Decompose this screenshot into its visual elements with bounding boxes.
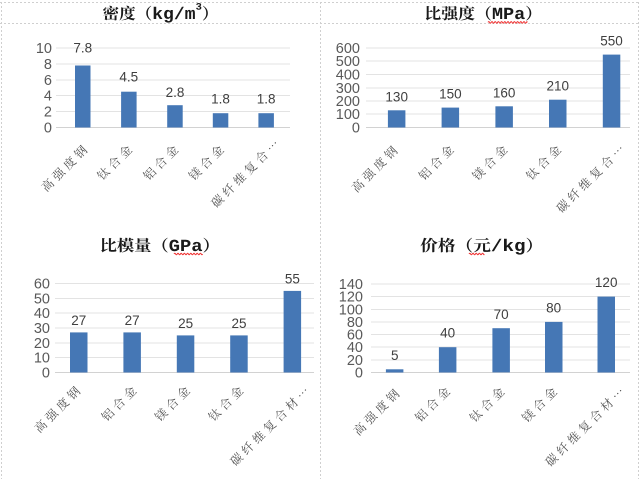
- svg-text:4.5: 4.5: [119, 70, 138, 85]
- svg-text:550: 550: [600, 34, 623, 49]
- svg-text:0: 0: [355, 366, 363, 382]
- svg-text:60: 60: [34, 277, 50, 293]
- svg-text:160: 160: [493, 85, 516, 100]
- svg-text:50: 50: [34, 291, 50, 307]
- svg-text:10: 10: [34, 351, 50, 367]
- svg-text:1.8: 1.8: [257, 92, 276, 107]
- svg-text:70: 70: [494, 307, 509, 322]
- svg-text:55: 55: [285, 271, 300, 286]
- svg-text:100: 100: [339, 302, 363, 318]
- svg-text:400: 400: [336, 68, 360, 84]
- svg-text:150: 150: [439, 87, 462, 102]
- svg-text:130: 130: [385, 89, 408, 104]
- svg-text:0: 0: [42, 366, 50, 382]
- svg-text:5: 5: [391, 348, 399, 363]
- svg-text:80: 80: [347, 315, 363, 331]
- svg-text:30: 30: [34, 321, 50, 337]
- svg-text:80: 80: [546, 300, 561, 315]
- svg-text:8: 8: [44, 57, 52, 73]
- svg-text:140: 140: [339, 277, 363, 293]
- svg-text:27: 27: [71, 313, 86, 328]
- svg-text:10: 10: [36, 41, 52, 57]
- svg-text:60: 60: [347, 328, 363, 344]
- svg-text:2: 2: [44, 105, 52, 121]
- svg-text:2.8: 2.8: [166, 85, 185, 100]
- svg-text:100: 100: [336, 107, 360, 123]
- svg-text:40: 40: [34, 306, 50, 322]
- svg-text:27: 27: [125, 313, 140, 328]
- svg-text:0: 0: [352, 121, 360, 137]
- svg-text:500: 500: [336, 54, 360, 70]
- svg-text:300: 300: [336, 81, 360, 97]
- svg-text:25: 25: [178, 316, 193, 331]
- svg-text:20: 20: [34, 336, 50, 352]
- svg-text:0: 0: [44, 121, 52, 137]
- svg-text:25: 25: [231, 316, 246, 331]
- svg-text:120: 120: [595, 275, 618, 290]
- svg-text:600: 600: [336, 41, 360, 57]
- svg-text:6: 6: [44, 73, 52, 89]
- svg-text:4: 4: [44, 89, 52, 105]
- svg-text:7.8: 7.8: [73, 41, 92, 56]
- svg-text:1.8: 1.8: [211, 92, 230, 107]
- svg-text:210: 210: [547, 79, 570, 94]
- svg-text:40: 40: [347, 340, 363, 356]
- svg-text:120: 120: [339, 290, 363, 306]
- svg-text:200: 200: [336, 94, 360, 110]
- svg-text:40: 40: [440, 326, 455, 341]
- svg-text:20: 20: [347, 353, 363, 369]
